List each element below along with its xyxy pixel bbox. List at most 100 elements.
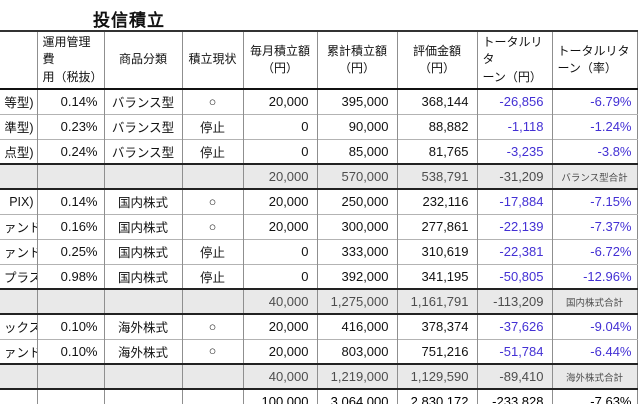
page-title: 投信積立 <box>93 11 165 30</box>
management-fee-cell: 0.10% <box>36 313 104 340</box>
total-return-rate-cell: -12.96% <box>551 263 637 290</box>
product-category-cell: 海外株式 <box>103 313 182 340</box>
total-return-yen-cell: -3,235 <box>476 138 552 165</box>
group-subtotal-label: 国内株式合計 <box>551 288 637 316</box>
fund-name-cell <box>0 388 37 404</box>
accumulation-status-cell: 停止 <box>181 238 243 265</box>
total-return-yen-cell: -89,410 <box>476 363 552 391</box>
fund-table-body: 等型) 0.14% バランス型 ○ 20,000 395,000 368,144 -26,85… <box>0 88 637 404</box>
management-fee-cell: 0.23% <box>36 113 104 140</box>
monthly-amount-cell: 40,000 <box>242 363 317 391</box>
total-return-yen-cell: -22,139 <box>476 213 552 240</box>
fund-name-cell: PIX) <box>0 188 37 215</box>
monthly-amount-cell: 0 <box>242 263 317 290</box>
cumulative-amount-cell: 1,219,000 <box>316 363 397 391</box>
valuation-amount-cell: 1,129,590 <box>396 363 477 391</box>
valuation-amount-cell: 538,791 <box>396 163 477 191</box>
product-category-cell: 国内株式 <box>103 238 182 265</box>
fund-row: ックス0.10%海外株式○20,000416,000378,374-37,626… <box>0 313 637 340</box>
cumulative-amount-cell: 300,000 <box>316 213 397 240</box>
subtotal-row: 20,000 570,000 538,791 -31,209 バランス型合計 <box>0 163 637 191</box>
management-fee-cell <box>36 288 104 316</box>
cumulative-amount-cell: 570,000 <box>316 163 397 191</box>
cumulative-amount-cell: 392,000 <box>316 263 397 290</box>
header-row: 運用管理費 用（税抜） 商品分類 積立現状 毎月積立額 （円） 累計積立額 （円… <box>0 31 637 91</box>
fund-name-cell: ァンド <box>0 238 37 265</box>
total-return-rate-cell: -7.37% <box>551 213 637 240</box>
total-return-rate-cell: -1.24% <box>551 113 637 140</box>
accumulation-status-cell: ○ <box>181 313 243 340</box>
total-return-rate-cell: -7.15% <box>551 188 637 215</box>
cumulative-amount-cell: 90,000 <box>316 113 397 140</box>
accumulation-status-cell: 停止 <box>181 113 243 140</box>
column-header-cumulative-amount: 累計積立額 （円） <box>316 31 397 91</box>
column-header-total-return-rate: トータルリタ ーン（率） <box>551 31 637 91</box>
total-return-rate-cell: -6.79% <box>551 88 637 115</box>
total-return-yen-cell: -17,884 <box>476 188 552 215</box>
product-category-cell <box>103 163 182 191</box>
product-category-cell: 国内株式 <box>103 263 182 290</box>
accumulation-status-cell: ○ <box>181 188 243 215</box>
product-category-cell: 国内株式 <box>103 213 182 240</box>
product-category-cell: 海外株式 <box>103 338 182 365</box>
accumulation-status-cell: 停止 <box>181 263 243 290</box>
product-category-cell: バランス型 <box>103 88 182 115</box>
column-header-monthly-amount: 毎月積立額 （円） <box>242 31 317 91</box>
monthly-amount-cell: 20,000 <box>242 213 317 240</box>
cumulative-amount-cell: 3,064,000 <box>316 388 397 404</box>
monthly-amount-cell: 100,000 <box>242 388 317 404</box>
accumulation-status-cell <box>181 163 243 191</box>
product-category-cell <box>103 388 182 404</box>
valuation-amount-cell: 277,861 <box>396 213 477 240</box>
total-return-rate-cell: -3.8% <box>551 138 637 165</box>
monthly-amount-cell: 0 <box>242 113 317 140</box>
management-fee-cell: 0.24% <box>36 138 104 165</box>
product-category-cell: バランス型 <box>103 113 182 140</box>
management-fee-cell: 0.16% <box>36 213 104 240</box>
total-return-rate-cell: -6.72% <box>551 238 637 265</box>
total-return-yen-cell: -113,209 <box>476 288 552 316</box>
column-header-fund-name <box>0 31 37 91</box>
management-fee-cell: 0.10% <box>36 338 104 365</box>
cumulative-amount-cell: 85,000 <box>316 138 397 165</box>
column-header-product-category: 商品分類 <box>103 31 182 91</box>
monthly-amount-cell: 40,000 <box>242 288 317 316</box>
column-header-total-return-yen: トータルリタ ーン（円） <box>476 31 552 91</box>
group-subtotal-label: バランス型合計 <box>551 163 637 191</box>
fund-accumulation-table: 運用管理費 用（税抜） 商品分類 積立現状 毎月積立額 （円） 累計積立額 （円… <box>0 30 638 404</box>
management-fee-cell <box>36 363 104 391</box>
fund-name-cell: 点型) <box>0 138 37 165</box>
fund-name-cell: 等型) <box>0 88 37 115</box>
fund-row: 準型) 0.23% バランス型 停止 0 90,000 88,882 -1,118 -1.24% <box>0 113 637 140</box>
total-return-yen-cell: -31,209 <box>476 163 552 191</box>
monthly-amount-cell: 20,000 <box>242 88 317 115</box>
valuation-amount-cell: 81,765 <box>396 138 477 165</box>
monthly-amount-cell: 20,000 <box>242 338 317 365</box>
accumulation-status-cell: 停止 <box>181 138 243 165</box>
monthly-amount-cell: 20,000 <box>242 188 317 215</box>
fund-name-cell: ァンド <box>0 338 37 365</box>
monthly-amount-cell: 20,000 <box>242 313 317 340</box>
total-return-yen-cell: -1,118 <box>476 113 552 140</box>
management-fee-cell: 0.25% <box>36 238 104 265</box>
valuation-amount-cell: 232,116 <box>396 188 477 215</box>
fund-row: ァンド0.16%国内株式○20,000300,000277,861-22,139… <box>0 213 637 240</box>
fund-name-cell <box>0 288 37 316</box>
management-fee-cell <box>36 163 104 191</box>
management-fee-cell: 0.98% <box>36 263 104 290</box>
product-category-cell: バランス型 <box>103 138 182 165</box>
cumulative-amount-cell: 333,000 <box>316 238 397 265</box>
product-category-cell <box>103 363 182 391</box>
accumulation-status-cell <box>181 388 243 404</box>
valuation-amount-cell: 751,216 <box>396 338 477 365</box>
accumulation-status-cell <box>181 288 243 316</box>
monthly-amount-cell: 0 <box>242 238 317 265</box>
valuation-amount-cell: 1,161,791 <box>396 288 477 316</box>
fund-name-cell <box>0 163 37 191</box>
total-return-rate-cell: -6.44% <box>551 338 637 365</box>
valuation-amount-cell: 341,195 <box>396 263 477 290</box>
cumulative-amount-cell: 395,000 <box>316 88 397 115</box>
column-header-management-fee: 運用管理費 用（税抜） <box>36 31 104 91</box>
accumulation-status-cell: ○ <box>181 338 243 365</box>
total-return-yen-cell: -22,381 <box>476 238 552 265</box>
